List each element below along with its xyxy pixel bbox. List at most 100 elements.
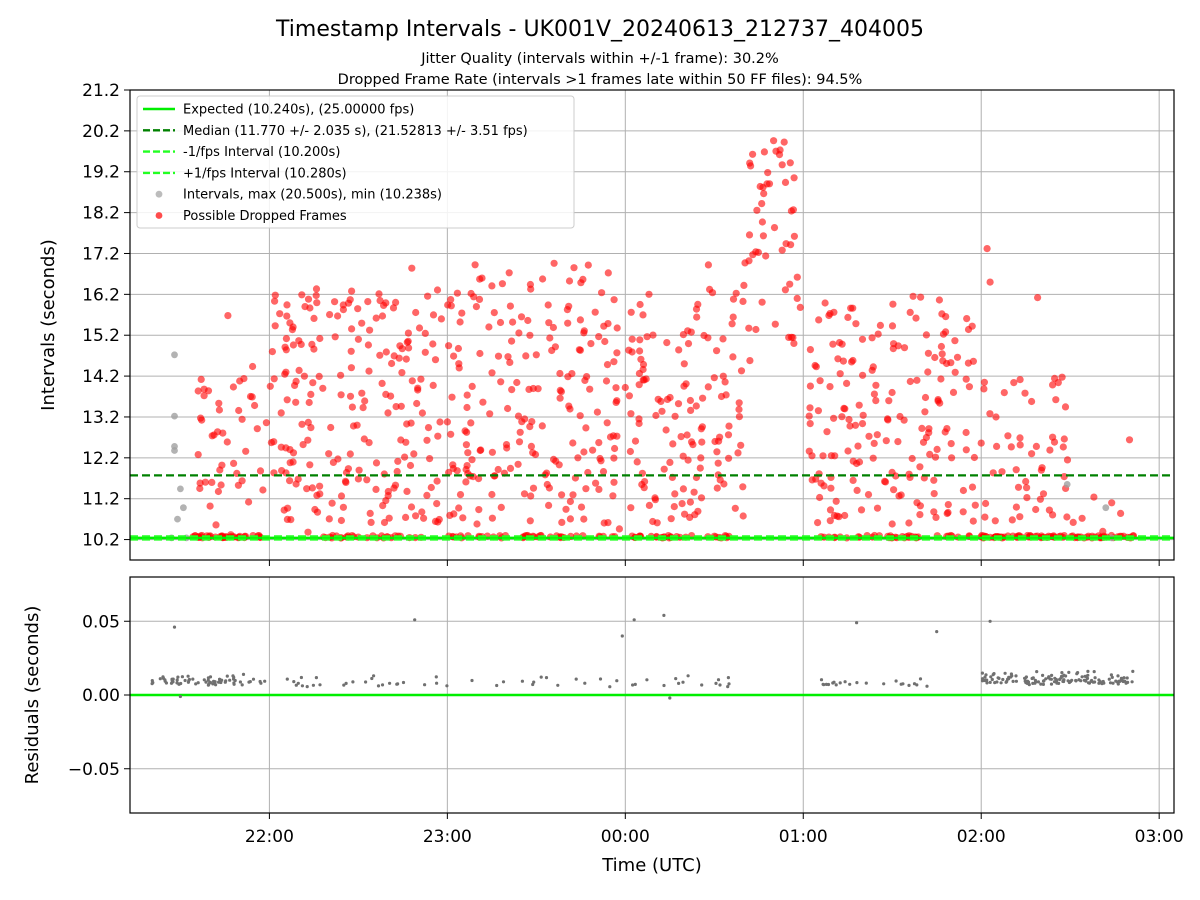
dropped-frame-point [598,289,606,297]
dropped-frame-point [881,477,889,485]
dropped-frame-point [739,297,747,305]
residual-point [1086,669,1090,674]
intervals-ticks: 10.2 11.2 12.2 13.2 14.2 15.2 16.2 17.2 18.2 19.2… [82,81,1160,566]
dropped-frame-point [564,319,572,327]
dropped-frame-point [349,422,358,430]
residual-point [495,683,499,688]
dropped-frame-point [508,318,517,326]
dropped-frame-point [326,311,334,319]
dropped-frame-point [980,385,988,393]
dropped-frame-point [418,508,426,516]
residual-point [1102,681,1106,685]
dropped-frame-point [937,342,946,351]
dropped-frame-point [475,475,483,483]
dropped-frame-point [586,385,594,393]
residual-point [662,683,666,688]
dropped-frame-point [365,439,373,447]
dropped-frame-point [613,432,621,440]
residuals-plot: −0.05 0.00 0.05 22:00 23:00 00:00 01:00 02:00 03… [22,576,1184,876]
dropped-frame-point [344,465,352,473]
dropped-frame-point [596,454,604,463]
dropped-frame-point [977,439,985,447]
dropped-frame-point [506,358,514,366]
dropped-frame-point [436,418,444,426]
dropped-frame-point [604,519,612,527]
dropped-frame-point [550,259,558,267]
dropped-frame-point [515,438,524,446]
residual-point [668,696,672,700]
dropped-frame-point [938,310,946,318]
dropped-frame-point [497,503,505,511]
dropped-frame-point [752,325,760,334]
dropped-frame-point [671,412,679,420]
dropped-frame-point [793,294,801,302]
dropped-frame-point [686,396,695,405]
dropped-frame-point [486,410,494,418]
residual-point [232,675,236,680]
dropped-frame-point [921,393,930,402]
dropped-frame-point [544,301,552,309]
dropped-frame-point [683,431,691,439]
residual-point [311,683,315,687]
dropped-frame-point [926,450,934,458]
residual-point [314,676,318,680]
dropped-frame-point [1058,373,1066,381]
residual-point [1009,672,1014,676]
residual-point [1062,673,1066,677]
residual-point [615,679,619,683]
dropped-frame-point [636,347,644,355]
dropped-frame-point [447,296,455,304]
dropped-frame-point [397,402,405,410]
dropped-frame-point [625,392,634,400]
residual-point [1108,681,1113,685]
dropped-frame-point [242,447,250,455]
dropped-frame-point [1028,450,1036,458]
dropped-frame-point [550,455,558,463]
dropped-frame-point [253,425,261,433]
dropped-frame-point [808,452,816,460]
residual-point [292,680,296,684]
residual-point [183,678,187,683]
residual-point [1067,670,1071,675]
residual-point [171,680,175,684]
reference-lines [130,474,1174,541]
dropped-frame-point [219,429,227,437]
dropped-frame-point [778,246,786,254]
dropped-frame-point [437,315,445,323]
dropped-frame-point [640,376,648,384]
dropped-frame-point [529,484,538,492]
dropped-frame-point [514,412,523,420]
dropped-frame-point [412,512,420,520]
residual-point [161,676,166,681]
dropped-frame-point [392,298,400,306]
dropped-frame-point [249,362,257,371]
dropped-frame-point [282,444,290,452]
dropped-frame-point [680,360,688,368]
residual-point [206,678,210,682]
dropped-frame-point [289,449,298,457]
dropped-frame-point [970,453,979,462]
dropped-frame-point [341,477,350,485]
residual-point [990,677,994,682]
dropped-frame-point [201,478,209,486]
dropped-frame-point [393,467,401,476]
dropped-frame-point [735,413,744,421]
residual-point [1093,680,1097,684]
dropped-frame-point [504,353,512,361]
dropped-frame-point [991,517,999,525]
dropped-frame-point [527,492,535,500]
dropped-frame-point [763,180,771,188]
dropped-frame-point [816,493,824,502]
interval-point [180,504,187,512]
dropped-frame-point [749,150,757,158]
residual-point [194,682,198,686]
dropped-frame-point [606,433,615,441]
dropped-frame-point [580,448,588,456]
dropped-frame-point [413,399,421,408]
residual-point [217,680,221,684]
x-tick-label: 22:00 [245,827,294,847]
dropped-frame-point [538,422,546,430]
dropped-frame-point [939,330,948,338]
dropped-frame-point [358,389,366,397]
dropped-frame-point [1108,499,1116,507]
